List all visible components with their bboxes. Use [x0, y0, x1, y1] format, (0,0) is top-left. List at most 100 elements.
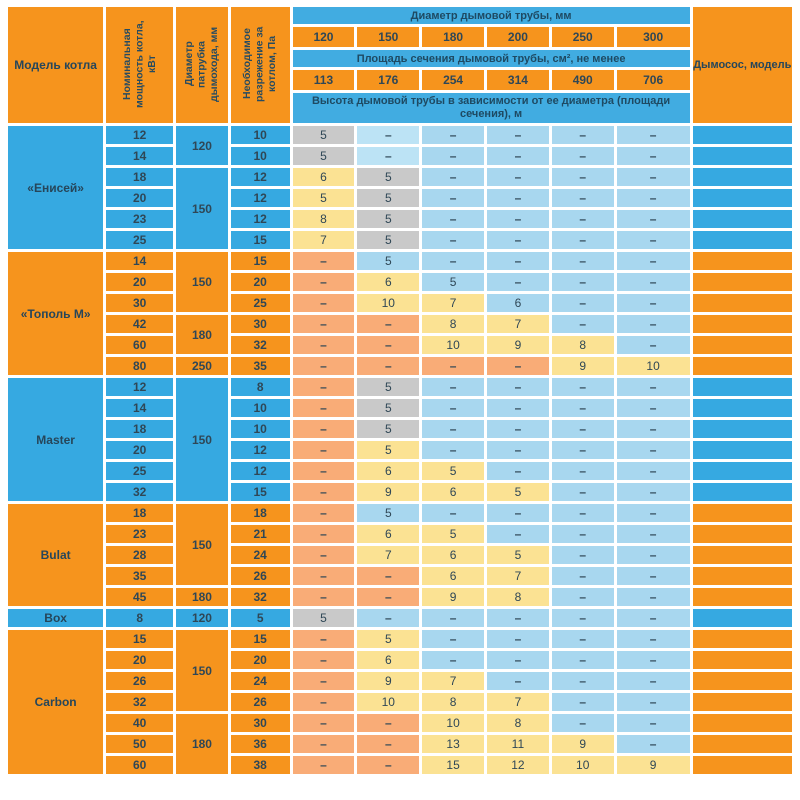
- height-value-cell: –: [357, 336, 420, 354]
- height-value-cell: –: [292, 735, 355, 753]
- table-row: «Енисей» 12 120 10 5– – – – –: [8, 126, 792, 249]
- power-cell: 18: [106, 504, 174, 522]
- table-row: 32 26–10 8 7– –: [8, 693, 792, 711]
- power-cell: 23: [106, 525, 174, 543]
- draft-cell: 36: [230, 735, 290, 753]
- height-value-cell: –: [551, 210, 614, 228]
- banner-pipe-height: Высота дымовой трубы в зависимости от ее…: [292, 93, 690, 123]
- diameter-value: 180: [422, 27, 484, 47]
- height-value-cell: –: [422, 504, 484, 522]
- banner-pipe-diameter: Диаметр дымовой трубы, мм: [292, 7, 690, 24]
- exhauster-cell: [692, 756, 792, 774]
- height-value-cell: 5: [357, 168, 420, 186]
- exhauster-cell: [692, 252, 792, 270]
- height-value-cell: 11: [487, 735, 549, 753]
- height-value-cell: –: [551, 483, 614, 501]
- height-value-cell: –: [551, 441, 614, 459]
- table-row: 32 15–9 6 5– –: [8, 483, 792, 501]
- height-value-cell: –: [616, 567, 690, 585]
- height-value-cell: –: [551, 462, 614, 480]
- height-value-cell: –: [487, 609, 549, 627]
- height-value-cell: –: [292, 714, 355, 732]
- header-duct-label: Диаметр патрубка дымохода, мм: [183, 25, 221, 102]
- power-cell: 25: [106, 231, 174, 249]
- height-value-cell: –: [551, 294, 614, 312]
- height-value-cell: –: [616, 651, 690, 669]
- height-value-cell: –: [292, 504, 355, 522]
- height-value-cell: –: [616, 588, 690, 606]
- height-value-cell: 5: [357, 420, 420, 438]
- table-row: 25 12–6 5– – –: [8, 462, 792, 480]
- height-value-cell: 5: [422, 525, 484, 543]
- exhauster-cell: [692, 189, 792, 207]
- height-value-cell: –: [487, 525, 549, 543]
- draft-cell: 30: [230, 714, 290, 732]
- model-cell: «Тополь М»: [8, 252, 104, 375]
- height-value-cell: –: [487, 462, 549, 480]
- draft-cell: 30: [230, 315, 290, 333]
- height-value-cell: 9: [357, 672, 420, 690]
- exhauster-cell: [692, 336, 792, 354]
- table-row: «Тополь М» 14 150 15–5– – – –: [8, 252, 792, 375]
- table-row: 14 10 5– – – – –: [8, 147, 792, 165]
- table-row: 18 150 12 6 5– – – –: [8, 168, 792, 249]
- height-value-cell: –: [616, 147, 690, 165]
- height-value-cell: –: [551, 546, 614, 564]
- height-value-cell: –: [292, 273, 355, 291]
- duct-diameter-cell: 120: [176, 126, 228, 165]
- height-value-cell: –: [487, 357, 549, 375]
- height-value-cell: –: [616, 609, 690, 627]
- exhauster-cell: [692, 609, 792, 627]
- table-row: 25 15 7 5– – – –: [8, 231, 792, 249]
- height-value-cell: –: [357, 147, 420, 165]
- height-value-cell: 5: [292, 147, 355, 165]
- table-row: 45 180 32– –9 8– –: [8, 588, 792, 606]
- height-value-cell: 5: [357, 210, 420, 228]
- height-value-cell: –: [292, 567, 355, 585]
- exhauster-cell: [692, 588, 792, 606]
- duct-diameter-cell: 180: [176, 315, 228, 354]
- height-value-cell: –: [357, 315, 420, 333]
- height-value-cell: –: [487, 147, 549, 165]
- power-cell: 23: [106, 210, 174, 228]
- height-value-cell: –: [616, 504, 690, 522]
- height-value-cell: –: [616, 315, 690, 333]
- height-value-cell: –: [616, 462, 690, 480]
- height-value-cell: 5: [357, 504, 420, 522]
- table-body: «Енисей» 12 120 10 5– – – – –14 10 5– – – – –18 150 12 6 5…: [8, 126, 792, 774]
- model-cell: Box: [8, 609, 104, 627]
- exhauster-cell: [692, 735, 792, 753]
- height-value-cell: –: [487, 399, 549, 417]
- header-row-5: Высота дымовой трубы в зависимости от ее…: [8, 93, 792, 123]
- table-row: 14 10–5– – – –: [8, 399, 792, 417]
- height-value-cell: –: [487, 231, 549, 249]
- height-value-cell: 7: [422, 672, 484, 690]
- model-cell: Carbon: [8, 630, 104, 774]
- height-value-cell: –: [422, 420, 484, 438]
- header-row-3: Площадь сечения дымовой трубы, см², не м…: [8, 50, 792, 67]
- power-cell: 32: [106, 693, 174, 711]
- model-cell: Bulat: [8, 504, 104, 606]
- height-value-cell: 8: [422, 693, 484, 711]
- height-value-cell: –: [487, 420, 549, 438]
- draft-cell: 10: [230, 399, 290, 417]
- height-value-cell: –: [422, 231, 484, 249]
- height-value-cell: –: [292, 525, 355, 543]
- exhauster-cell: [692, 168, 792, 186]
- height-value-cell: –: [551, 315, 614, 333]
- height-value-cell: –: [487, 672, 549, 690]
- table-row: Master 12 150 8–5– – – –: [8, 378, 792, 501]
- table-row: 60 32– –10 9 8–: [8, 336, 792, 354]
- height-value-cell: 5: [357, 189, 420, 207]
- height-value-cell: –: [551, 651, 614, 669]
- boiler-chimney-table-wrap: Модель котла Номинальная мощность котла,…: [8, 7, 792, 774]
- height-value-cell: 6: [487, 294, 549, 312]
- duct-diameter-cell: 150: [176, 168, 228, 249]
- draft-cell: 10: [230, 420, 290, 438]
- table-row: 18 10–5– – – –: [8, 420, 792, 438]
- height-value-cell: –: [616, 189, 690, 207]
- draft-cell: 20: [230, 651, 290, 669]
- height-value-cell: –: [551, 420, 614, 438]
- height-value-cell: –: [551, 168, 614, 186]
- height-value-cell: –: [422, 168, 484, 186]
